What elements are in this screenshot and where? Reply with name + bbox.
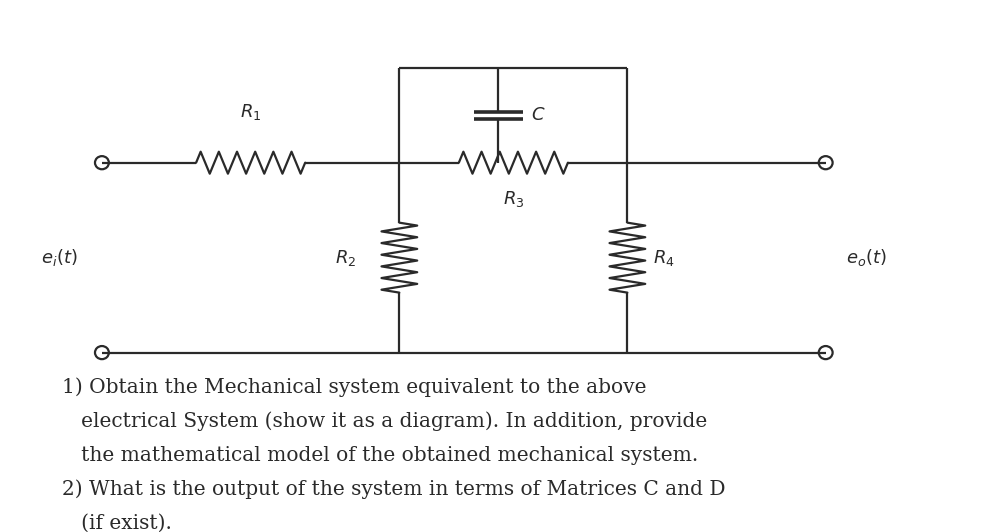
Text: $e_o(t)$: $e_o(t)$	[845, 247, 886, 268]
Text: $R_2$: $R_2$	[335, 247, 357, 268]
Text: 2) What is the output of the system in terms of Matrices C and D: 2) What is the output of the system in t…	[62, 480, 726, 500]
Text: (if exist).: (if exist).	[62, 514, 172, 532]
Text: $R_4$: $R_4$	[653, 247, 675, 268]
Text: the mathematical model of the obtained mechanical system.: the mathematical model of the obtained m…	[62, 446, 699, 465]
Text: $e_i(t)$: $e_i(t)$	[41, 247, 77, 268]
Text: 1) Obtain the Mechanical system equivalent to the above: 1) Obtain the Mechanical system equivale…	[62, 378, 647, 397]
Text: $R_1$: $R_1$	[240, 102, 261, 122]
Text: $R_3$: $R_3$	[502, 189, 524, 209]
Text: $C$: $C$	[531, 106, 545, 124]
Text: electrical System (show it as a diagram). In addition, provide: electrical System (show it as a diagram)…	[62, 412, 708, 431]
